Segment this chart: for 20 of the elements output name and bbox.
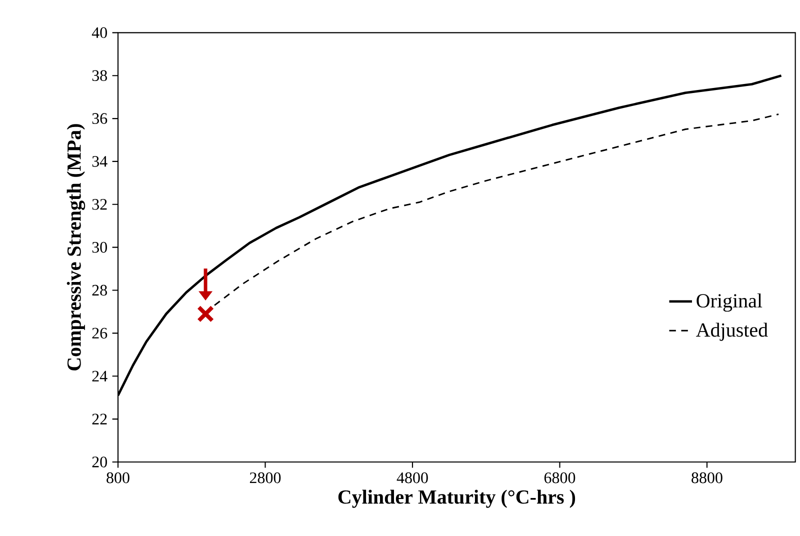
x-tick-label: 8800 bbox=[692, 472, 722, 484]
y-tick-label: 36 bbox=[92, 113, 108, 124]
y-tick-label: 30 bbox=[92, 242, 107, 253]
y-tick-label: 20 bbox=[92, 456, 107, 468]
x-axis-title: Cylinder Maturity (°C-hrs ) bbox=[338, 490, 576, 508]
y-tick-label: 32 bbox=[92, 199, 107, 210]
y-axis-title: Compressive Strength (MPa) bbox=[66, 124, 86, 370]
y-tick-label: 24 bbox=[92, 370, 108, 382]
y-tick-label: 34 bbox=[92, 156, 108, 167]
x-tick-label: 2800 bbox=[250, 472, 281, 484]
legend-label: Original bbox=[696, 293, 762, 312]
y-tick-label: 26 bbox=[92, 328, 108, 339]
y-tick-label: 22 bbox=[92, 414, 107, 424]
y-tick-label: 40 bbox=[92, 27, 107, 38]
x-tick-label: 800 bbox=[106, 472, 130, 484]
x-tick-label: 4800 bbox=[396, 472, 428, 484]
y-tick-label: 28 bbox=[92, 284, 107, 296]
legend-label: Adjusted bbox=[696, 322, 768, 341]
x-tick-label: 6800 bbox=[544, 472, 576, 484]
y-tick-label: 38 bbox=[92, 70, 107, 81]
